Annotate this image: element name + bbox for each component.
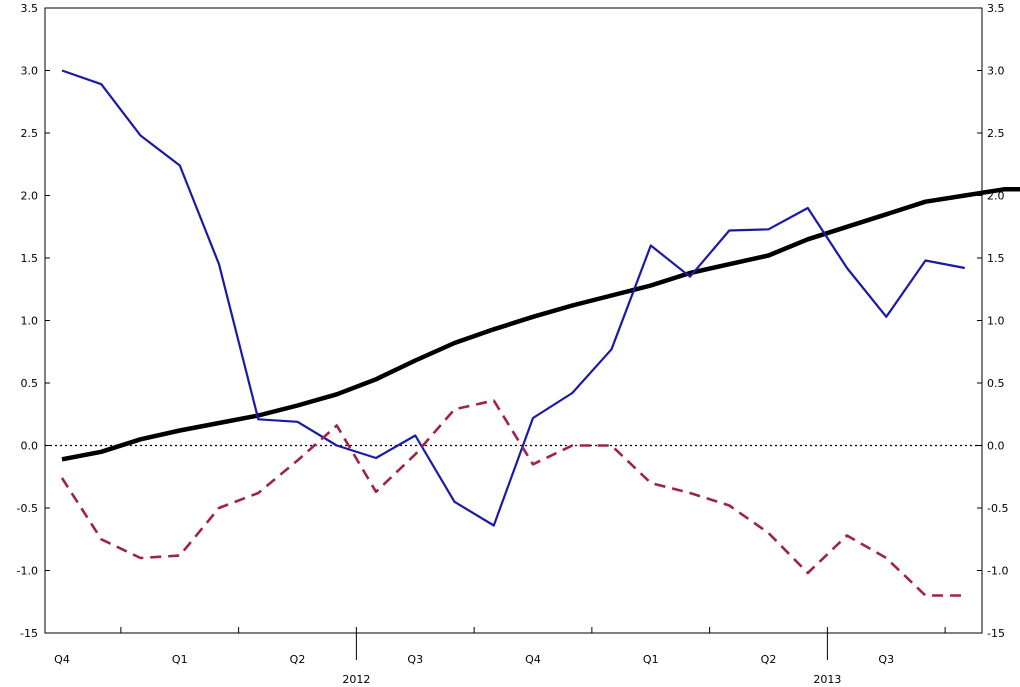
quarter-label: Q4 xyxy=(54,653,70,666)
y-tick-label-right: 2.5 xyxy=(987,127,1005,140)
quarter-label: Q2 xyxy=(761,653,777,666)
y-tick-label-left: 1.5 xyxy=(21,252,39,265)
y-tick-label-right: -15 xyxy=(987,627,1005,640)
plot-frame xyxy=(44,7,983,634)
trend-series-line xyxy=(61,187,1020,462)
year-label: 2013 xyxy=(813,673,841,686)
series-layer xyxy=(60,69,1020,597)
y-tick-label-left: 0.0 xyxy=(21,440,39,453)
y-tick-label-left: 1.0 xyxy=(21,315,39,328)
y-tick-label-left: 3.0 xyxy=(21,65,39,78)
deviation-series-line xyxy=(60,399,965,597)
y-tick-label-right: 3.0 xyxy=(987,65,1005,78)
actual-series-line xyxy=(61,69,966,527)
quarter-label: Q1 xyxy=(643,653,659,666)
y-tick-label-left: 2.5 xyxy=(21,127,39,140)
y-tick-label-left: -15 xyxy=(20,627,38,640)
y-tick-label-left: -0.5 xyxy=(17,502,38,515)
y-tick-label-right: 3.5 xyxy=(987,2,1005,15)
quarter-label: Q3 xyxy=(878,653,894,666)
y-tick-label-left: 3.5 xyxy=(21,2,39,15)
y-tick-label-right: 0.5 xyxy=(987,377,1005,390)
quarter-label: Q2 xyxy=(290,653,306,666)
y-tick-label-left: -1.0 xyxy=(17,565,38,578)
quarter-label: Q4 xyxy=(525,653,541,666)
y-tick-label-right: 0.0 xyxy=(987,440,1005,453)
y-tick-label-right: -0.5 xyxy=(987,502,1008,515)
axis-labels: 3.5 3.5 3.0 3.0 2.5 2.5 2.0 2.0 1.5 1.5 1.0 1.0 0.5 0… xyxy=(17,2,1009,686)
y-tick-label-right: 1.0 xyxy=(987,315,1005,328)
y-tick-label-right: 1.5 xyxy=(987,252,1005,265)
quarter-label: Q3 xyxy=(407,653,423,666)
y-tick-label-left: 2.0 xyxy=(21,190,39,203)
axis-ticks xyxy=(45,7,982,660)
y-tick-label-right: 2.0 xyxy=(987,190,1005,203)
year-label: 2012 xyxy=(342,673,370,686)
y-tick-label-right: -1.0 xyxy=(987,565,1008,578)
y-tick-label-left: 0.5 xyxy=(21,377,39,390)
quarter-label: Q1 xyxy=(172,653,188,666)
